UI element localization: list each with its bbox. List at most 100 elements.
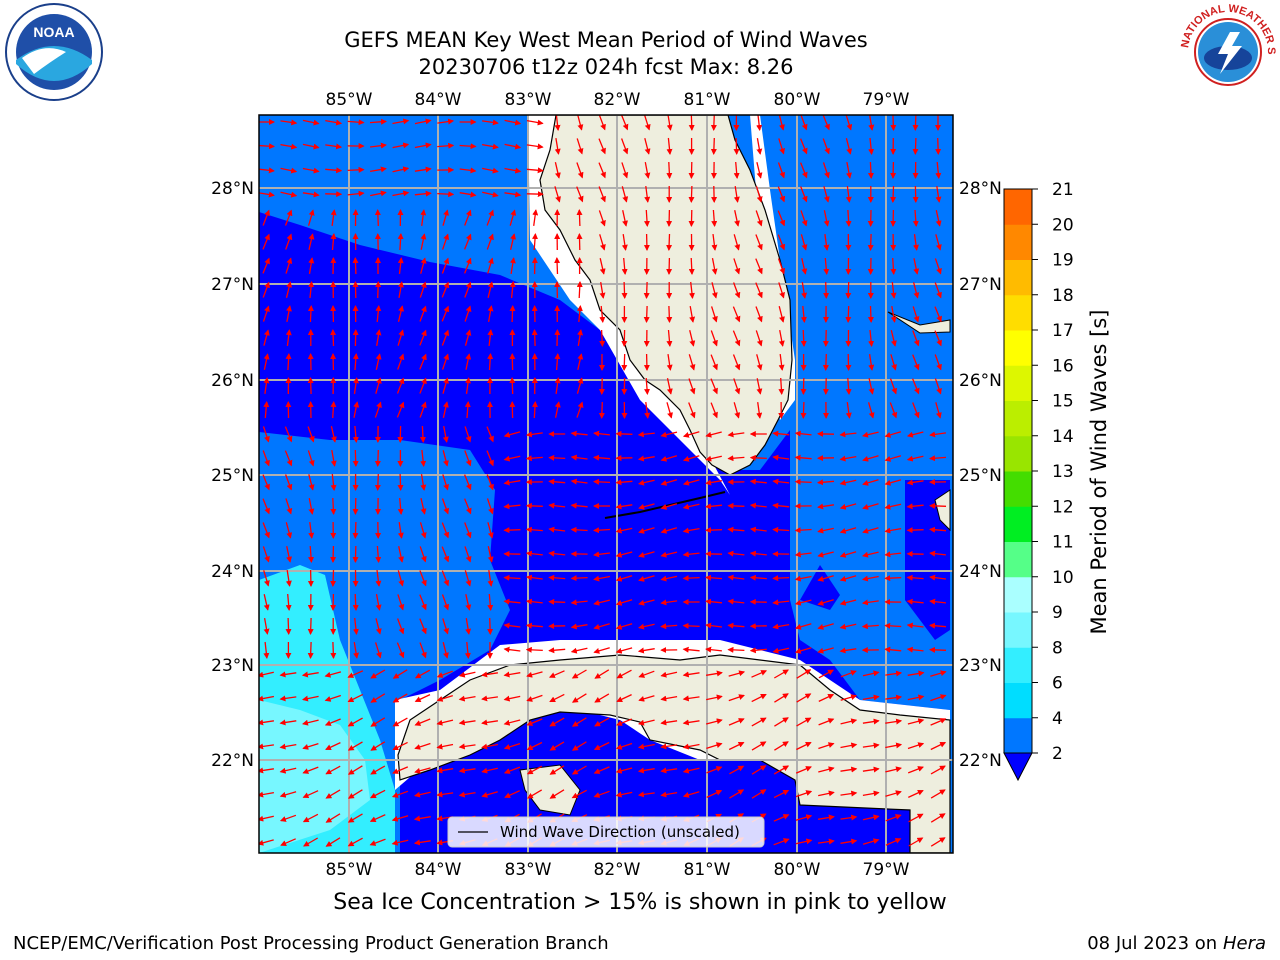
lon-label-bottom: 85°W [326,860,373,880]
wind-arrow [370,789,386,799]
wind-arrow [710,354,718,371]
wind-arrow [308,281,315,299]
wind-arrow [391,815,409,822]
wind-arrow [660,767,678,774]
wind-arrow [576,209,583,227]
wind-arrow [822,138,830,155]
wind-arrow [347,813,363,823]
wind-arrow [398,546,404,563]
wind-arrow [710,378,718,395]
wind-arrow [682,455,700,462]
wind-arrow [749,574,767,581]
wind-arrow [375,281,382,299]
wind-arrow [795,814,813,821]
wind-arrow [593,551,610,558]
wind-arrow [464,305,472,322]
wind-arrow [503,766,521,774]
wind-arrow [710,115,717,131]
wind-arrow [705,479,723,486]
lon-label-bottom: 80°W [774,860,821,880]
wind-arrow [868,329,875,347]
wind-arrow [621,162,629,179]
wind-arrow [727,431,745,438]
wind-arrow [548,670,565,678]
wind-arrow [481,671,498,678]
wind-arrow [330,497,337,515]
wind-arrow [930,670,947,677]
wind-arrow [794,454,812,461]
wind-arrow [392,669,408,679]
wind-arrow [414,694,431,702]
wind-arrow [929,526,947,533]
wind-arrow [414,166,432,173]
wind-arrow [615,647,633,654]
wind-arrow [458,767,476,774]
wind-arrow [481,719,498,726]
wind-wave-direction-arrows [259,115,947,847]
lat-label-left: 24°N [211,562,254,582]
wind-arrow [638,575,655,582]
wind-arrow [705,646,722,653]
wind-arrow [486,450,494,467]
wind-arrow [464,281,472,298]
wind-arrow [570,599,588,606]
wind-arrow [441,329,450,346]
wind-arrow [593,599,610,606]
wind-arrow [263,329,270,346]
wind-arrow [525,598,543,605]
wind-arrow [907,694,925,701]
wind-arrow [682,479,700,486]
wind-arrow [503,695,521,702]
wind-arrow [259,671,274,678]
wind-arrow [420,209,427,226]
wind-arrow [705,598,723,605]
wind-arrow [458,743,476,750]
wind-arrow [441,257,450,274]
wind-arrow [487,305,494,323]
wind-arrow [934,282,942,299]
wind-arrow [548,454,566,461]
wind-arrow [548,598,566,605]
wind-arrow [845,281,852,299]
wind-arrow [615,599,633,606]
wind-arrow [259,839,274,846]
wind-arrow [621,186,629,203]
wind-arrow [822,115,830,131]
wind-arrow [486,426,494,443]
wind-arrow [531,329,538,347]
wind-arrow [463,257,472,274]
wind-arrow [643,305,650,323]
wind-arrow [682,743,700,750]
wind-arrow [325,119,343,126]
wind-arrow [868,378,875,395]
wind-arrow [727,598,745,605]
wind-arrow [576,401,584,418]
wind-arrow [554,162,561,179]
wind-arrow [487,257,494,274]
wind-arrow [885,694,903,701]
wind-arrow [772,502,790,509]
wind-arrow [660,551,678,558]
wind-arrow [262,474,270,491]
wind-arrow [509,257,516,275]
wind-arrow [370,693,386,703]
wind-arrow [525,526,543,533]
wind-arrow [666,115,673,131]
wind-arrow [794,430,812,437]
wind-arrow [795,838,813,845]
wind-arrow [598,401,605,419]
wind-arrow [464,522,472,539]
wind-arrow [817,575,834,582]
wind-arrow [621,234,628,251]
wind-arrow [262,522,270,539]
wind-arrow [660,431,678,438]
wind-arrow [884,575,902,582]
wind-arrow [347,670,364,678]
wind-arrow [930,694,947,702]
wind-arrow [728,670,746,677]
wind-arrow [615,551,633,558]
wind-arrow [419,305,427,322]
wind-arrow [442,474,449,491]
wind-arrow [482,119,499,126]
wind-arrow [436,791,454,798]
